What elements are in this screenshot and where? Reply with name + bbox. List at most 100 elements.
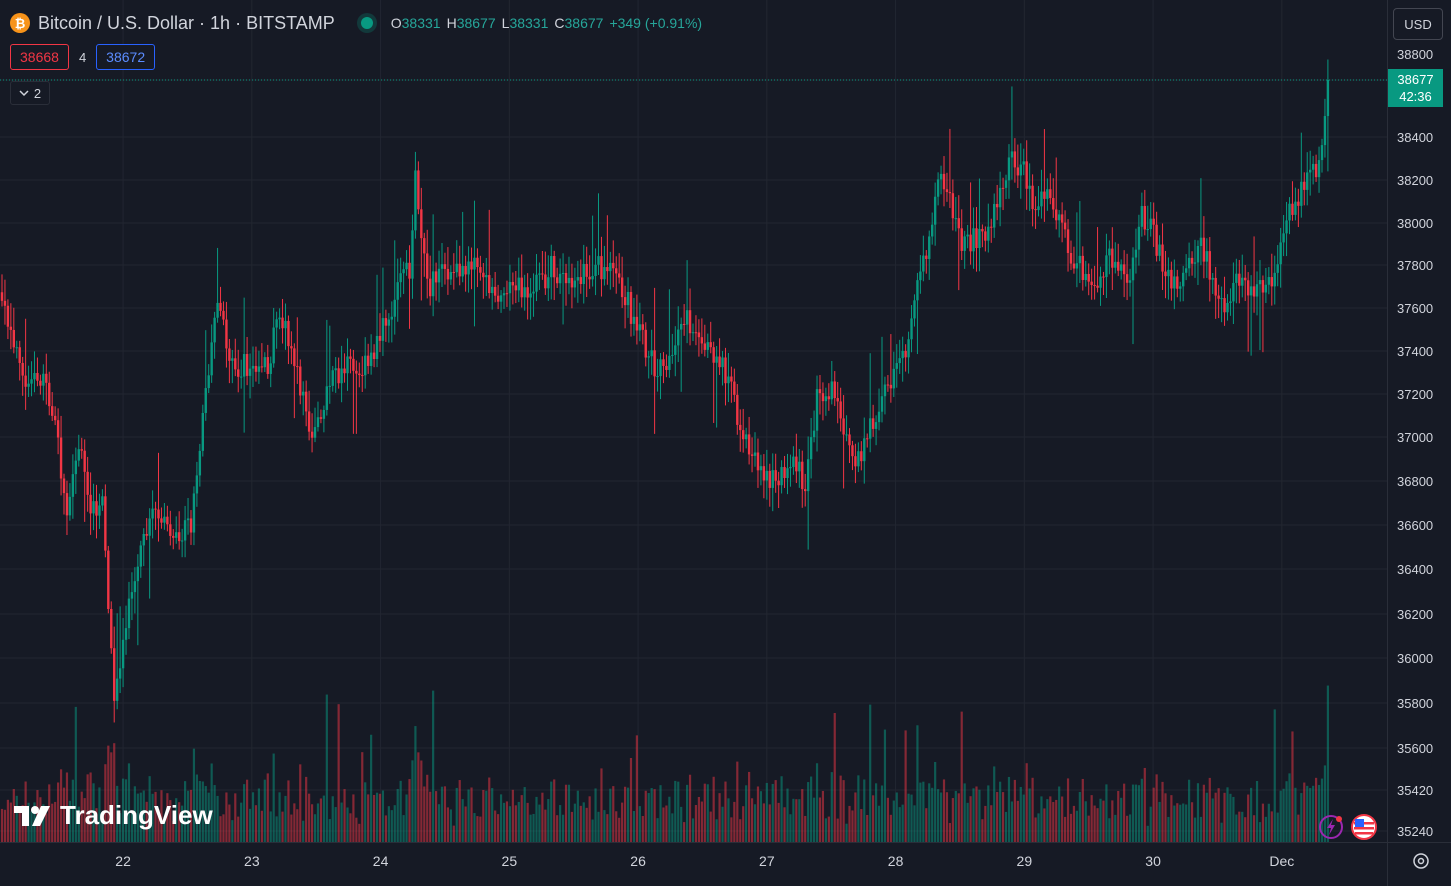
volume-bar [198, 780, 201, 842]
candle-body [121, 639, 125, 669]
candle-body [511, 281, 515, 286]
candle-body [420, 209, 423, 239]
candle-body [372, 352, 376, 360]
candle-body [107, 550, 110, 609]
y-tick-label: 36600 [1397, 518, 1433, 533]
volume-bar [464, 806, 467, 842]
buy-button[interactable]: 38672 [96, 44, 156, 70]
candle-body [981, 228, 984, 232]
candle-body [284, 320, 287, 329]
candle-body [1323, 116, 1327, 146]
candle-body [854, 456, 857, 467]
candle-body [242, 354, 246, 377]
volume-bar [742, 806, 745, 842]
volume-bar [1291, 731, 1294, 842]
market-open-status-icon[interactable] [360, 17, 373, 29]
volume-bar [609, 788, 612, 842]
volume-bar [928, 783, 931, 842]
candle-body [251, 365, 255, 369]
candle-body [679, 323, 683, 330]
volume-bar [1061, 796, 1064, 842]
volume-bar [491, 788, 494, 842]
volume-bar [641, 816, 644, 842]
currency-button[interactable]: USD [1393, 8, 1443, 40]
volume-bar [316, 803, 320, 842]
us-flag-icon[interactable] [1350, 814, 1378, 840]
volume-bar [721, 806, 724, 842]
candle-body [1285, 220, 1288, 234]
candle-body [272, 327, 275, 364]
volume-bar [880, 785, 884, 842]
volume-bar [195, 774, 198, 842]
volume-bar [532, 813, 535, 842]
volume-bar [396, 788, 399, 842]
candle-body [405, 262, 408, 270]
volume-bar [745, 785, 748, 842]
candle-body [594, 264, 597, 277]
volume-bar [284, 795, 287, 842]
candle-body [541, 273, 544, 275]
candle-body [954, 218, 958, 220]
flash-icon[interactable] [1318, 814, 1344, 840]
candle-body [21, 362, 24, 376]
candle-body [1223, 298, 1226, 313]
candle-body [547, 277, 550, 289]
candle-body [558, 273, 562, 284]
candle-body [53, 415, 57, 421]
volume-bar [287, 780, 290, 842]
volume-bar [423, 786, 426, 842]
candle-body [431, 271, 435, 297]
candle-body [1137, 226, 1141, 250]
indicators-collapse-button[interactable]: 2 [10, 81, 50, 105]
volume-bar [1167, 816, 1170, 842]
tradingview-logo[interactable]: TradingView [14, 800, 213, 831]
candle-body [789, 466, 792, 469]
volume-bar [892, 800, 895, 842]
volume-bar [535, 796, 538, 842]
candle-body [836, 398, 839, 402]
sell-button[interactable]: 38668 [10, 44, 69, 70]
volume-bar [1072, 805, 1076, 842]
candle-body [340, 368, 343, 384]
candle-body [151, 508, 154, 519]
candle-body [1202, 237, 1206, 262]
candle-body [352, 358, 355, 371]
candle-body [1069, 252, 1073, 264]
symbol-title[interactable]: Bitcoin / U.S. Dollar · 1h · BITSTAMP [38, 12, 335, 33]
candle-body [709, 342, 712, 348]
volume-bar [556, 815, 559, 842]
candle-body [449, 272, 453, 280]
volume-bar [414, 726, 417, 842]
bitcoin-icon[interactable]: ₿ [10, 13, 30, 33]
candle-body [727, 376, 730, 384]
volume-bar [851, 810, 854, 842]
chevron-down-icon [19, 90, 29, 97]
candle-body [978, 228, 981, 249]
volume-bar [207, 792, 210, 842]
candle-body [175, 532, 178, 538]
settings-gear-icon[interactable] [1411, 851, 1431, 871]
candle-body [139, 545, 142, 567]
volume-bar [119, 813, 122, 842]
candle-body [476, 257, 479, 268]
candle-body [266, 357, 269, 374]
candle-body [186, 518, 190, 521]
candle-body [1238, 273, 1241, 286]
candle-body [1128, 280, 1132, 283]
volume-bar [293, 803, 296, 842]
candle-body [101, 496, 104, 506]
candle-body [1187, 257, 1191, 269]
volume-bar [340, 802, 343, 842]
y-tick-label: 36400 [1397, 562, 1433, 577]
candle-body [349, 356, 352, 359]
volume-bar [71, 779, 74, 842]
candle-body [688, 310, 692, 334]
volume-bar [594, 788, 597, 842]
low-value: 38331 [509, 15, 549, 31]
candle-body [1022, 161, 1025, 165]
candle-body [597, 256, 600, 265]
candle-body [493, 286, 497, 296]
volume-bar [458, 780, 461, 842]
candle-body [417, 170, 420, 210]
